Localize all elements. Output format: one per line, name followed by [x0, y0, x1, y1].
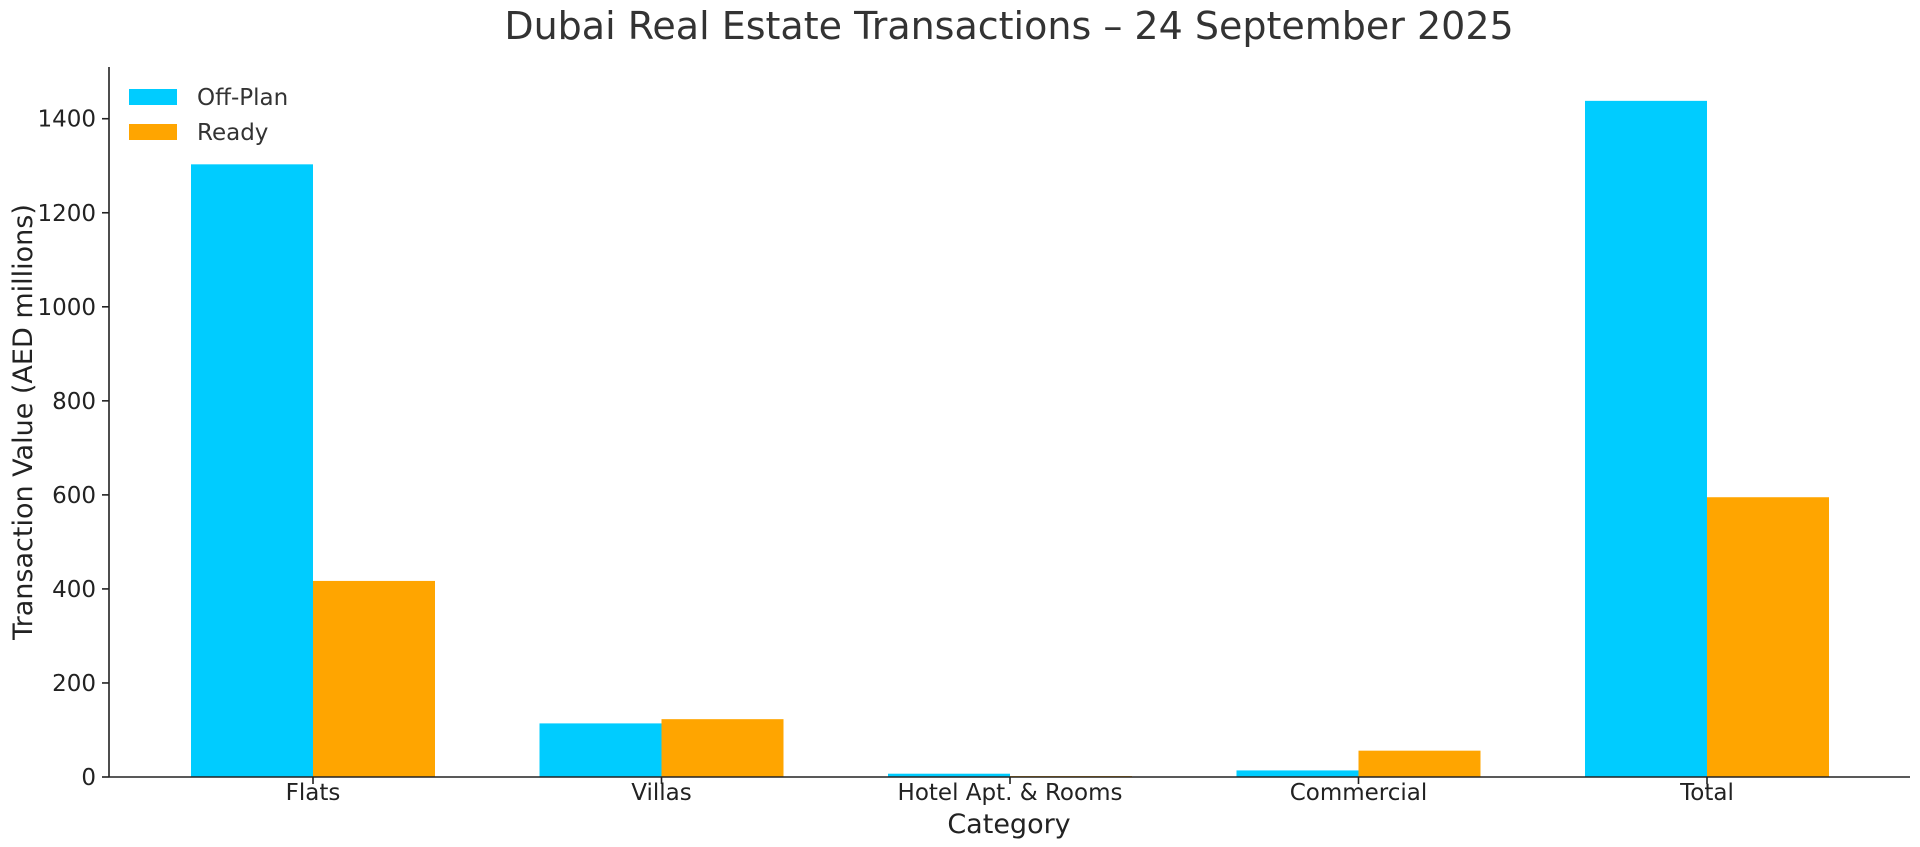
bar-ready-flats [313, 580, 435, 777]
y-tick-label: 1200 [37, 201, 96, 227]
x-axis-label: Category [947, 809, 1070, 840]
y-tick-label: 0 [81, 765, 96, 791]
x-axis-ticks: Flats Villas Hotel Apt. & Rooms Commercial T… [286, 777, 1734, 806]
bar-off-plan-total [1585, 100, 1707, 777]
x-tick-label: Hotel Apt. & Rooms [898, 780, 1123, 806]
legend-label: Off-Plan [197, 85, 288, 111]
x-tick-label: Total [1679, 780, 1734, 806]
y-axis-label: Transaction Value (AED millions) [8, 204, 39, 641]
bar-ready-commercial [1358, 750, 1481, 777]
y-tick-label: 600 [52, 483, 96, 509]
y-tick-label: 400 [52, 577, 96, 603]
y-tick-label: 1000 [37, 295, 96, 321]
x-tick-label: Flats [286, 780, 341, 806]
y-tick-label: 200 [52, 671, 96, 697]
legend-swatch [129, 89, 177, 105]
y-tick-label: 800 [52, 389, 96, 415]
x-tick-label: Commercial [1290, 780, 1428, 806]
bars-layer [191, 100, 1829, 778]
bar-off-plan-hotel-apt-rooms [888, 773, 1010, 777]
legend-label: Ready [197, 120, 268, 146]
bar-off-plan-commercial [1236, 770, 1359, 777]
legend: Off-Plan Ready [129, 85, 288, 146]
bar-off-plan-villas [539, 723, 662, 777]
bar-ready-total [1707, 497, 1829, 777]
legend-swatch [129, 124, 177, 140]
y-axis-ticks: 0 200 400 600 800 1000 1200 1400 [37, 107, 109, 791]
bar-ready-villas [661, 719, 784, 777]
chart-title: Dubai Real Estate Transactions – 24 Sept… [504, 4, 1513, 48]
bar-off-plan-flats [191, 164, 313, 778]
x-tick-label: Villas [631, 780, 691, 806]
y-tick-label: 1400 [37, 107, 96, 133]
